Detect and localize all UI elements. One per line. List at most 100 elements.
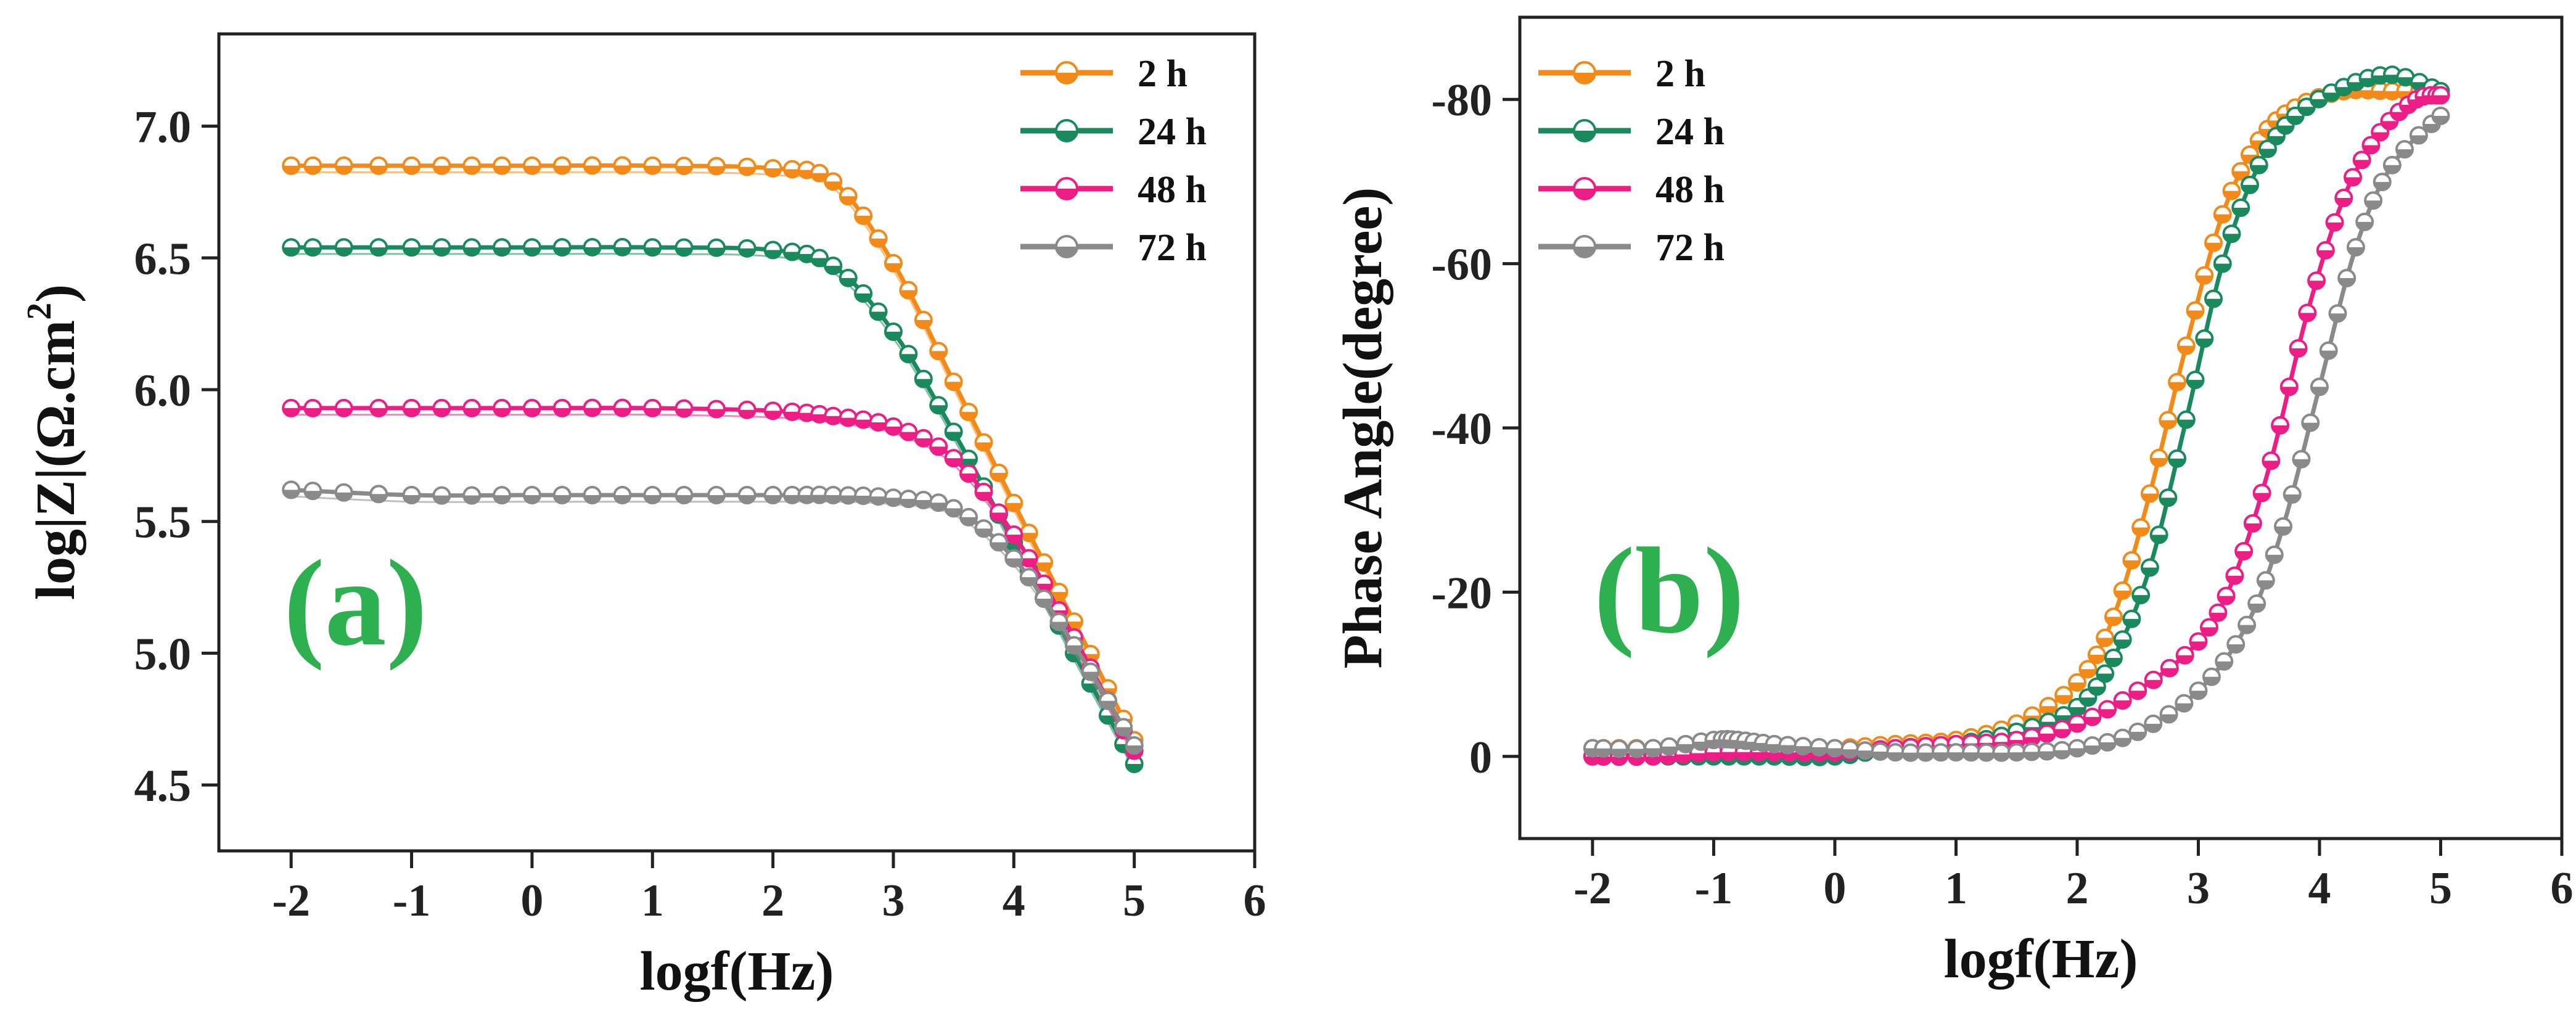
panel-a-data-point: [707, 157, 726, 176]
panel-a-data-point: [282, 156, 301, 175]
panel-b-data-point: [2346, 237, 2365, 256]
panel-b-legend-marker: [1573, 177, 1596, 200]
panel-a-data-point: [334, 398, 353, 417]
panel-a-data-point: [944, 422, 963, 441]
panel-a-y-axis-title-main: log|Z|(Ω.cm: [25, 320, 86, 600]
panel-a-data-point: [839, 268, 858, 287]
panel-a-data-point: [643, 398, 662, 417]
panel-b-data-point: [2195, 266, 2214, 285]
panel-b-x-tick-label: 5: [2429, 863, 2452, 914]
panel-a-data-point: [914, 369, 933, 388]
panel-b-ticks: -2 -1 0 1 2 3 4 5 6 0 -20 -40 -60 -80: [1431, 75, 2573, 914]
panel-a-data-point: [1125, 736, 1144, 755]
panel-a-data-point: [737, 400, 757, 419]
panel-a-data-point: [989, 503, 1008, 522]
panel-b-legend-item: 2 h: [1538, 53, 1705, 95]
panel-b-data-point: [2431, 106, 2450, 125]
panel-b-data-point: [2067, 673, 2086, 692]
panel-b-data-point: [2037, 742, 2056, 761]
panel-b-data-point: [2175, 646, 2194, 665]
panel-b-data-point: [2098, 733, 2117, 752]
panel-a-data-point: [1049, 583, 1069, 602]
panel-a-legend-item: 24 h: [1020, 111, 1207, 153]
panel-b-data-point: [2078, 660, 2098, 679]
panel-a-data-point: [1004, 493, 1023, 512]
panel-a-legend-label: 2 h: [1138, 53, 1188, 95]
panel-b-x-tick-label: 1: [1945, 863, 1967, 914]
panel-b-data-point: [2292, 449, 2311, 469]
panel-a-y-tick-label: 5.5: [134, 498, 192, 548]
panel-a-data-point: [334, 483, 353, 502]
panel-b-data-point: [1871, 742, 1890, 761]
panel-b-data-point: [2098, 700, 2117, 719]
panel-a-x-tick-label: 1: [641, 876, 664, 926]
panel-a-data-point: [493, 238, 512, 257]
panel-b-data-point: [2213, 254, 2232, 273]
panel-b-data-point: [1794, 737, 1813, 756]
panel-b-x-tick-label: -1: [1695, 863, 1733, 914]
panel-a-data-point: [493, 486, 512, 505]
panel-a-data-point: [369, 156, 388, 175]
panel-a-data-point: [552, 238, 572, 257]
panel-a-data-point: [974, 519, 993, 538]
panel-a-data-point: [1114, 718, 1133, 737]
panel-b-data-point: [2022, 742, 2041, 761]
panel-a-label: (a): [284, 535, 427, 671]
panel-a-data-point: [1019, 568, 1038, 587]
panel-b-data-point: [2131, 586, 2151, 605]
panel-b-data-point: [2037, 724, 2056, 743]
panel-b-data-point: [2382, 65, 2402, 84]
panel-b-data-point: [2087, 645, 2106, 664]
panel-b-data-point: [2307, 271, 2326, 290]
panel-b-x-tick-label: 6: [2551, 863, 2574, 914]
panel-a-y-tick-label: 6.5: [134, 234, 192, 284]
panel-b-data-point: [2325, 213, 2344, 232]
panel-b-data-point: [2096, 628, 2115, 647]
panel-a-data-point: [839, 486, 858, 505]
panel-a-data-point: [854, 410, 873, 429]
panel-a-ticks: -2 -1 0 1 2 3 4 5 6 4.5 5.0 5.5 6.0 6.5 7.0: [134, 102, 1266, 926]
panel-a-series-2h: [282, 156, 1144, 750]
panel-b-data-point: [2225, 566, 2244, 585]
panel-a-data-point: [1098, 691, 1117, 710]
panel-b-legend-label: 24 h: [1655, 111, 1725, 153]
panel-a-data-point: [334, 238, 353, 257]
panel-b-data-point: [2160, 659, 2179, 678]
panel-b-data-point: [2144, 714, 2163, 733]
panel-a-data-point: [303, 156, 322, 175]
panel-a-data-point: [552, 398, 572, 417]
panel-a-x-axis-title: logf(Hz): [640, 941, 834, 1002]
panel-b-y-tick-label: -20: [1431, 568, 1492, 618]
panel-a-data-point: [869, 302, 888, 321]
panel-a-legend-label: 48 h: [1138, 169, 1207, 211]
panel-a-data-point: [959, 403, 978, 422]
panel-b-data-point: [2204, 233, 2223, 252]
panel-a-data-point: [763, 401, 782, 421]
panel-b-x-axis-title: logf(Hz): [1944, 929, 2138, 990]
panel-b-data-point: [2274, 517, 2293, 536]
panel-a-y-tick-label: 7.0: [134, 102, 192, 153]
panel-a-data-point: [402, 238, 421, 257]
panel-a-data-point: [914, 429, 933, 448]
panel-a-data-point: [1019, 523, 1038, 543]
panel-b-data-point: [2231, 162, 2250, 181]
panel-a-data-point: [462, 156, 482, 175]
panel-b-data-point: [2067, 714, 2086, 733]
panel-b-data-point: [2039, 697, 2058, 716]
panel-a-legend-label: 24 h: [1138, 111, 1207, 153]
panel-b-label: (b): [1594, 523, 1744, 659]
panel-a-data-point: [869, 229, 888, 248]
panel-b-x-tick-label: 4: [2308, 863, 2331, 914]
panel-a-data-point: [824, 485, 843, 504]
panel-a-data-point: [707, 485, 726, 504]
panel-b-data-point: [2104, 607, 2123, 626]
panel-a-data-point: [675, 399, 694, 418]
panel-b-data-point: [1856, 741, 1875, 760]
panel-b-data-point: [2189, 632, 2208, 651]
panel-b-data-point: [2258, 139, 2277, 158]
panel-a-y-tick-label: 6.0: [134, 366, 192, 416]
panel-a-data-point: [432, 238, 451, 257]
panel-a-data-point: [522, 485, 541, 504]
panel-b-data-point: [2256, 571, 2275, 590]
panel-b-y-tick-label: 0: [1469, 733, 1492, 783]
